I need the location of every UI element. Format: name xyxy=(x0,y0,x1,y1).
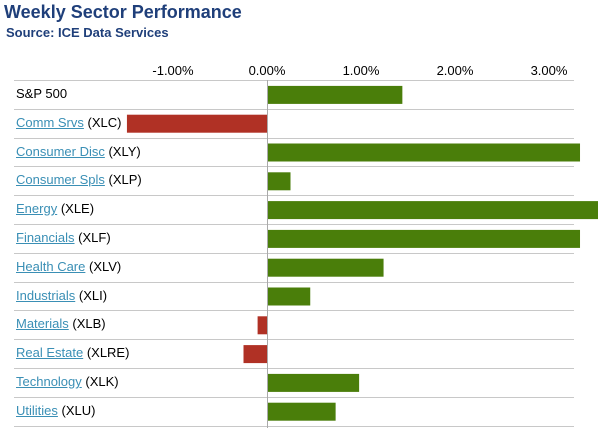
sector-link[interactable]: Industrials xyxy=(16,288,76,303)
sector-link[interactable]: Comm Srvs xyxy=(16,115,84,130)
sector-link[interactable]: Consumer Spls xyxy=(16,172,105,187)
bar xyxy=(257,316,267,335)
category-label: Consumer Disc (XLY) xyxy=(16,144,141,160)
ticker-label: (XLC) xyxy=(83,115,122,130)
category-label: Industrials (XLI) xyxy=(16,288,107,304)
ticker-label: (XLU) xyxy=(57,403,96,418)
sector-link[interactable]: Materials xyxy=(16,316,69,331)
ticker-label: (XLI) xyxy=(75,288,108,303)
sector-link[interactable]: Financials xyxy=(16,230,75,245)
sector-link[interactable]: Health Care xyxy=(16,259,86,274)
bar xyxy=(267,258,384,277)
bar xyxy=(267,373,360,392)
category-label: Health Care (XLV) xyxy=(16,259,121,275)
chart-subtitle: Source: ICE Data Services xyxy=(6,25,169,40)
bar xyxy=(267,287,311,306)
bar xyxy=(267,402,336,421)
ticker-label: (XLE) xyxy=(57,201,95,216)
x-tick-label: 0.00% xyxy=(249,63,286,78)
sector-link[interactable]: Real Estate xyxy=(16,345,84,360)
category-label: Materials (XLB) xyxy=(16,316,106,332)
ticker-label: (XLF) xyxy=(74,230,111,245)
category-label: Comm Srvs (XLC) xyxy=(16,115,121,131)
x-tick-label: 2.00% xyxy=(437,63,474,78)
ticker-label: (XLB) xyxy=(68,316,106,331)
category-label: Utilities (XLU) xyxy=(16,403,95,419)
bar xyxy=(267,143,581,162)
sector-link[interactable]: Energy xyxy=(16,201,58,216)
chart-title: Weekly Sector Performance xyxy=(4,2,242,22)
bar xyxy=(267,85,403,104)
x-tick-label: -1.00% xyxy=(152,63,194,78)
x-tick-label: 3.00% xyxy=(531,63,568,78)
category-label: Technology (XLK) xyxy=(16,374,119,390)
sector-link[interactable]: Utilities xyxy=(16,403,58,418)
x-tick-label: 1.00% xyxy=(343,63,380,78)
bar xyxy=(267,229,581,248)
category-label: S&P 500 xyxy=(16,86,67,102)
category-label: Financials (XLF) xyxy=(16,230,111,246)
sector-link[interactable]: Technology xyxy=(16,374,82,389)
ticker-label: (XLRE) xyxy=(83,345,130,360)
ticker-label: (XLP) xyxy=(104,172,142,187)
bar xyxy=(267,172,291,191)
sector-link[interactable]: Consumer Disc xyxy=(16,144,105,159)
category-label: Real Estate (XLRE) xyxy=(16,345,129,361)
ticker-label: (XLK) xyxy=(81,374,119,389)
bar xyxy=(267,201,598,220)
category-label: Energy (XLE) xyxy=(16,201,94,217)
index-label: S&P 500 xyxy=(16,86,68,101)
bar xyxy=(126,114,267,133)
bar xyxy=(243,345,267,364)
ticker-label: (XLV) xyxy=(85,259,122,274)
category-label: Consumer Spls (XLP) xyxy=(16,172,142,188)
ticker-label: (XLY) xyxy=(104,144,141,159)
